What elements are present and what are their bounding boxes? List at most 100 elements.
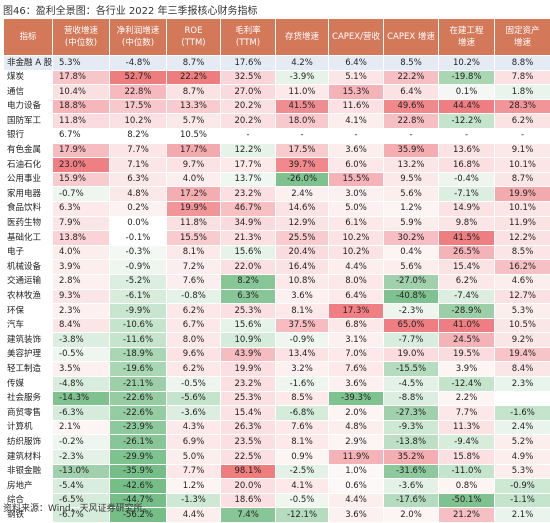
value-cell: 7.8% bbox=[495, 70, 550, 85]
industry-name-cell: 非金融 A 股 bbox=[4, 56, 53, 71]
column-header-text: 净利润增速 bbox=[117, 26, 160, 36]
value-cell: 10.5% bbox=[495, 318, 550, 333]
value-cell: 16.8% bbox=[439, 158, 495, 173]
value-cell: 30.2% bbox=[384, 231, 439, 246]
value-cell: 5.2% bbox=[495, 435, 550, 450]
industry-name-cell: 商贸零售 bbox=[4, 406, 53, 421]
industry-name-cell: 环保 bbox=[4, 304, 53, 319]
value-cell: -27.0% bbox=[384, 274, 439, 289]
value-cell: 15.6% bbox=[221, 318, 276, 333]
value-cell: -13.0% bbox=[53, 464, 110, 479]
value-cell: 5.7% bbox=[167, 114, 221, 129]
value-cell: 10.9% bbox=[221, 333, 276, 348]
industry-name-cell: 银行 bbox=[4, 128, 53, 143]
chart-title: 图46：盈利全景图：各行业 2022 年三季报核心财务指标 bbox=[3, 2, 258, 17]
value-cell: 15.6% bbox=[221, 245, 276, 260]
value-cell: 7.6% bbox=[329, 362, 384, 377]
value-cell: 2.0% bbox=[329, 406, 384, 421]
value-cell: 4.1% bbox=[329, 114, 384, 129]
value-cell: -0.5% bbox=[167, 377, 221, 392]
column-header-text: CAPEX/营收 bbox=[332, 32, 380, 42]
value-cell: 10.2% bbox=[439, 56, 495, 71]
value-cell: 15.4% bbox=[221, 406, 276, 421]
value-cell: -1.6% bbox=[495, 406, 550, 421]
value-cell: - bbox=[495, 128, 550, 143]
value-cell: 13.4% bbox=[276, 347, 329, 362]
industry-name-cell: 有色金属 bbox=[4, 143, 53, 158]
value-cell: 2.1% bbox=[495, 508, 550, 523]
value-cell: -7.7% bbox=[384, 333, 439, 348]
value-cell: 22.0% bbox=[221, 260, 276, 275]
value-cell: 41.0% bbox=[439, 318, 495, 333]
value-cell: 17.5% bbox=[110, 99, 167, 114]
industry-name-cell: 煤炭 bbox=[4, 70, 53, 85]
value-cell: -21.1% bbox=[110, 377, 167, 392]
value-cell: 4.4% bbox=[329, 493, 384, 508]
table-row: 建筑材料-2.3%-29.9%5.0%22.5%0.9%11.9%35.2%15… bbox=[4, 450, 550, 465]
value-cell: 4.8% bbox=[329, 420, 384, 435]
value-cell: 8.7% bbox=[167, 85, 221, 100]
table-row: 社会服务-14.3%-22.6%-5.6%25.3%8.5%-39.3%-8.8… bbox=[4, 391, 550, 406]
column-header: 存货增速 bbox=[276, 19, 329, 56]
value-cell: 5.6% bbox=[384, 260, 439, 275]
value-cell: 6.9% bbox=[167, 435, 221, 450]
value-cell: -0.9% bbox=[110, 260, 167, 275]
value-cell: 12.2% bbox=[221, 143, 276, 158]
value-cell: 23.5% bbox=[221, 435, 276, 450]
value-cell: -1.3% bbox=[167, 493, 221, 508]
value-cell: -10.6% bbox=[110, 318, 167, 333]
table-row: 家用电器-0.7%4.8%17.2%23.2%2.4%3.0%5.6%-7.1%… bbox=[4, 187, 550, 202]
column-header-text: 指标 bbox=[19, 32, 36, 42]
value-cell: 2.9% bbox=[329, 435, 384, 450]
value-cell: 8.0% bbox=[167, 333, 221, 348]
value-cell: 43.9% bbox=[221, 347, 276, 362]
value-cell: 4.0% bbox=[167, 172, 221, 187]
industry-name-cell: 美容护理 bbox=[4, 347, 53, 362]
value-cell: -0.3% bbox=[110, 245, 167, 260]
value-cell: 16.2% bbox=[495, 260, 550, 275]
value-cell: -3.6% bbox=[167, 406, 221, 421]
value-cell: 0.6% bbox=[329, 479, 384, 494]
value-cell: 4.2% bbox=[276, 56, 329, 71]
value-cell: 17.6% bbox=[221, 56, 276, 71]
value-cell: 22.2% bbox=[167, 70, 221, 85]
value-cell: 5.0% bbox=[329, 201, 384, 216]
value-cell: 20.2% bbox=[221, 99, 276, 114]
value-cell: 1.8% bbox=[495, 85, 550, 100]
industry-name-cell: 非银金融 bbox=[4, 464, 53, 479]
column-header: 营收增速(中位数) bbox=[53, 19, 110, 56]
value-cell: 6.7% bbox=[53, 128, 110, 143]
value-cell: -0.4% bbox=[439, 172, 495, 187]
value-cell: 5.6% bbox=[384, 187, 439, 202]
value-cell: -19.8% bbox=[439, 70, 495, 85]
value-cell: 7.6% bbox=[167, 274, 221, 289]
column-header-text: 增速 bbox=[458, 38, 475, 48]
industry-name-cell: 食品饮料 bbox=[4, 201, 53, 216]
value-cell: -12.2% bbox=[439, 114, 495, 129]
value-cell: -11.6% bbox=[110, 333, 167, 348]
value-cell: 8.2% bbox=[110, 128, 167, 143]
value-cell: 52.7% bbox=[110, 70, 167, 85]
value-cell: 8.5% bbox=[276, 391, 329, 406]
value-cell: -6.8% bbox=[276, 406, 329, 421]
industry-name-cell: 电子 bbox=[4, 245, 53, 260]
value-cell: 10.2% bbox=[110, 114, 167, 129]
value-cell: -12.4% bbox=[439, 377, 495, 392]
value-cell: -0.9% bbox=[495, 479, 550, 494]
value-cell: 0.8% bbox=[439, 479, 495, 494]
value-cell: 0.2% bbox=[110, 201, 167, 216]
table-row: 纺织服饰-0.2%-26.1%6.9%23.5%8.1%2.9%-13.8%-9… bbox=[4, 435, 550, 450]
industry-name-cell: 机械设备 bbox=[4, 260, 53, 275]
value-cell: 21.2% bbox=[439, 508, 495, 523]
value-cell: 14.9% bbox=[439, 201, 495, 216]
value-cell: 4.4% bbox=[329, 260, 384, 275]
value-cell: 3.6% bbox=[329, 508, 384, 523]
value-cell: 11.8% bbox=[167, 216, 221, 231]
value-cell: 22.8% bbox=[384, 114, 439, 129]
